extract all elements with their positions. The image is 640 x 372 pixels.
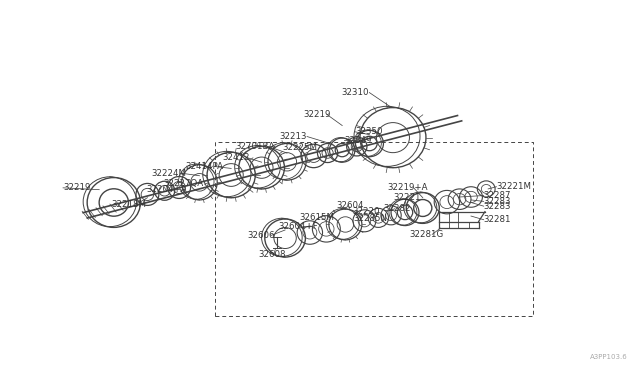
Text: 32604: 32604 <box>337 201 364 209</box>
Text: 32220: 32220 <box>352 207 380 216</box>
Text: 32701BA: 32701BA <box>236 142 275 151</box>
Text: 32225M: 32225M <box>282 143 317 152</box>
Text: 32283: 32283 <box>484 202 511 211</box>
Text: 32219+A: 32219+A <box>387 183 428 192</box>
Text: 32221: 32221 <box>394 193 421 202</box>
Text: 32283: 32283 <box>484 197 511 206</box>
Text: 32414PA: 32414PA <box>186 162 223 171</box>
Text: 32213: 32213 <box>280 132 307 141</box>
Text: 32608: 32608 <box>259 250 286 259</box>
Text: 32285N: 32285N <box>354 214 388 223</box>
Text: 32281: 32281 <box>484 215 511 224</box>
Text: 32221M: 32221M <box>497 182 531 191</box>
Text: 32227QA: 32227QA <box>164 179 204 187</box>
Text: 32412: 32412 <box>223 153 250 162</box>
Text: 32218M: 32218M <box>111 200 146 209</box>
Text: 32219: 32219 <box>63 183 90 192</box>
Text: 32349: 32349 <box>344 136 371 145</box>
Text: 32310: 32310 <box>341 88 369 97</box>
Text: 32606: 32606 <box>248 231 275 240</box>
Text: 32604+F: 32604+F <box>278 222 317 231</box>
Text: 32287: 32287 <box>484 191 511 200</box>
Text: 32224M: 32224M <box>152 169 186 178</box>
Text: 32204+A: 32204+A <box>146 185 187 194</box>
Text: 32281G: 32281G <box>410 230 444 239</box>
Text: 32282: 32282 <box>383 204 411 213</box>
Text: A3PP103.6: A3PP103.6 <box>590 354 628 360</box>
Text: 32615M: 32615M <box>300 213 334 222</box>
Text: 32219: 32219 <box>303 110 330 119</box>
Text: 32350: 32350 <box>355 127 382 136</box>
